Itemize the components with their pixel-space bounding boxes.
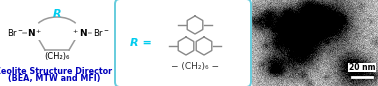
Text: Br$^-$: Br$^-$: [7, 28, 23, 39]
Text: − (CH₂)₆ −: − (CH₂)₆ −: [171, 61, 219, 71]
Text: R: R: [53, 9, 61, 19]
Text: Zeolite Structure Director: Zeolite Structure Director: [0, 68, 113, 77]
Text: N$^+$: N$^+$: [27, 27, 43, 39]
Text: $^+$N: $^+$N: [71, 27, 87, 39]
Text: Br$^-$: Br$^-$: [93, 28, 109, 39]
Text: 20 nm: 20 nm: [349, 63, 375, 72]
FancyBboxPatch shape: [115, 0, 251, 86]
Text: R =: R =: [130, 38, 152, 48]
Text: (CH₂)₆: (CH₂)₆: [44, 52, 70, 61]
Text: (BEA, MTW and MFI): (BEA, MTW and MFI): [8, 74, 100, 84]
